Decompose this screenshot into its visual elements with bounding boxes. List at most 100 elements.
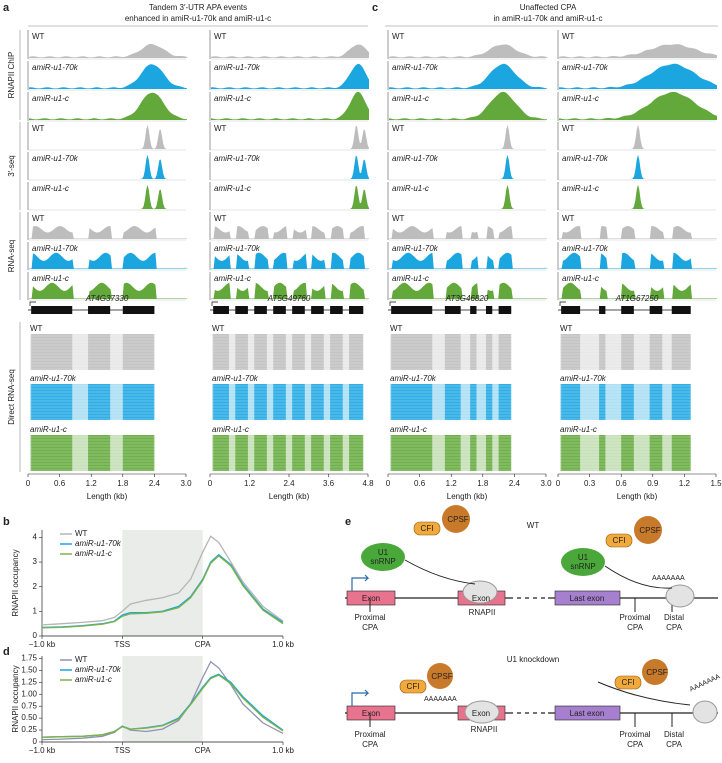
read-exon [444,435,461,471]
exon [235,306,248,314]
length-tick-label: 2.4 [149,479,161,488]
panel-label: c [372,2,378,14]
panel-title: Tandem 3′-UTR APA events [149,3,247,12]
length-tick-label: 0.6 [54,479,66,488]
exon [599,306,606,314]
length-tick-label: 0.9 [647,479,659,488]
sample-label: amiR-u1-c [562,274,599,283]
read-exon [671,435,691,471]
read-exon [88,435,111,471]
series-line [41,535,284,626]
track-signal [211,92,369,120]
x-tick-label: CPA [195,640,212,649]
read-exon [470,334,477,370]
read-exon [485,384,493,420]
exon-box [554,705,621,721]
tss-arrow [211,301,218,306]
length-tick-label: 0.6 [414,479,426,488]
exon [391,306,433,314]
exon-box [554,590,621,606]
u1-snrnp [361,543,405,571]
length-tick-label: 0 [556,479,561,488]
sample-label: amiR-u1-70k [390,374,437,383]
cfi [399,679,427,694]
sample-label: WT [562,124,575,133]
cpa-label: CPA [362,740,379,749]
schematic [345,505,718,727]
track-signal [389,63,547,89]
read-exon [330,334,343,370]
length-axis-label: Length (kb) [87,492,128,501]
x-tick-label: −1.0 kb [29,746,56,755]
read-exon [649,384,663,420]
cpsf-label: CPSF [639,526,660,535]
read-exon [498,384,512,420]
exon-label: Exon [362,594,380,603]
cpsf [427,663,453,689]
read-exon [649,334,663,370]
y-tick-label: 1.50 [21,665,37,674]
exon-box [346,590,396,606]
legend-label: amiR-u1-70k [75,539,122,548]
read-exon [213,334,229,370]
cfi [614,675,642,690]
read-exon [561,435,581,471]
snrnp-label: snRNP [370,557,395,566]
exon [273,306,286,314]
exon [122,306,155,314]
read-exon [292,435,305,471]
length-tick-label: 0.6 [616,479,628,488]
length-axis-label: Length (kb) [447,492,488,501]
exon [470,306,477,314]
rnapii [462,580,498,604]
sample-label: amiR-u1-c [560,425,597,434]
exon [621,306,634,314]
series-line [41,674,284,738]
track-signal [29,92,187,120]
track-signal [211,155,369,179]
exon [213,306,229,314]
cpsf-label: CPSF [431,672,452,681]
sample-label: amiR-u1-70k [392,154,439,163]
track-signal [389,154,547,179]
panel-label: e [345,516,351,528]
tss-arrow [351,689,370,706]
track-signal [211,44,369,58]
sample-label: WT [32,124,45,133]
cpa-label: CPA [362,623,379,632]
sample-label: amiR-u1-c [392,94,429,103]
read-exon [621,435,634,471]
panel-label: a [3,2,10,14]
condition: U1 knockdown [507,655,559,664]
tss-arrow [389,301,396,306]
exon [254,306,267,314]
sample-label: amiR-u1-70k [562,244,609,253]
y-tick-label: 0.25 [21,725,37,734]
exon [561,306,581,314]
rna [404,559,476,585]
read-exon [561,384,581,420]
rna [597,681,691,706]
sample-label: amiR-u1-c [32,184,69,193]
y-tick-label: 3 [33,557,38,566]
shaded-region [122,530,203,636]
length-tick-label: 3.0 [180,479,192,488]
track-signal [29,282,187,299]
read-exon [311,435,324,471]
sample-label: WT [214,214,227,223]
track-signal [211,252,369,269]
track-signal [211,282,369,299]
read-exon [311,384,324,420]
rna [604,565,673,589]
exon-label: Exon [362,709,380,718]
sample-label: amiR-u1-70k [32,63,79,72]
length-tick-label: 1.2 [679,479,691,488]
length-axis-label: Length (kb) [269,492,310,501]
sample-label: amiR-u1-70k [32,154,79,163]
track-signal [29,226,187,239]
sample-label: amiR-u1-c [392,274,429,283]
y-tick-label: 0.75 [21,701,37,710]
read-exon [122,334,155,370]
shaded-region [122,656,203,742]
